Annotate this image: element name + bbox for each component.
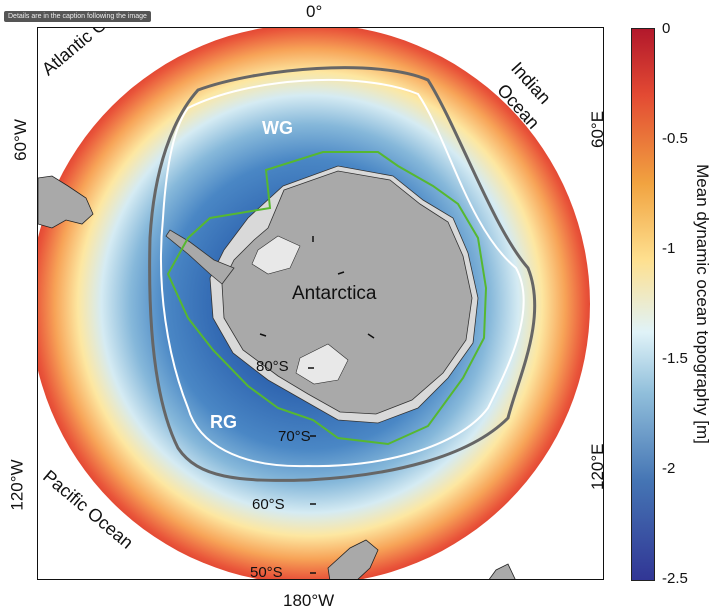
australia-land (488, 563, 516, 579)
lat-label-50: 50°S (250, 564, 283, 580)
new-zealand-land (327, 539, 379, 579)
ronne-ice-shelf (251, 235, 301, 275)
colorbar-tick-4: -2 (662, 460, 676, 477)
colorbar-title: Mean dynamic ocean topography [m] (693, 164, 712, 444)
antarctic-peninsula (165, 229, 235, 285)
ross-ice-shelf (295, 343, 349, 385)
colorbar (631, 28, 655, 581)
south-america-land (38, 175, 94, 229)
grid-dash (259, 333, 267, 337)
weddell-gyre-label: WG (262, 118, 293, 138)
front-contour (148, 66, 537, 482)
lon-label-right-upper: 60°E (588, 110, 607, 148)
colorbar-tick-3: -1.5 (662, 350, 688, 367)
lat-label-70: 70°S (278, 428, 311, 445)
shelf-contour (166, 151, 488, 446)
map-canvas (38, 28, 590, 579)
gyre-contour (160, 78, 525, 468)
lon-label-right-lower: 120°E (588, 443, 607, 490)
colorbar-tick-2: -1 (662, 240, 676, 257)
colorbar-tick-1: -0.5 (662, 130, 688, 147)
lat-label-80: 80°S (256, 358, 289, 375)
caption-note: Details are in the caption following the… (4, 11, 151, 22)
ross-gyre-label: RG (210, 412, 237, 432)
lon-label-left-upper: 60°W (10, 119, 30, 161)
grid-dash (367, 333, 375, 339)
map-frame: WG RG Antarctica 80°S 70°S 60°S 50°S Atl… (37, 27, 604, 580)
lon-label-bottom: 180°W (283, 591, 335, 610)
lon-label-top: 0° (306, 2, 323, 21)
lon-label-left-lower: 120°W (7, 459, 27, 511)
lat-label-60: 60°S (252, 496, 285, 513)
colorbar-tick-0: 0 (662, 20, 671, 37)
grid-dash (337, 271, 345, 275)
antarctica-label: Antarctica (292, 283, 377, 304)
colorbar-tick-5: -2.5 (662, 570, 688, 587)
